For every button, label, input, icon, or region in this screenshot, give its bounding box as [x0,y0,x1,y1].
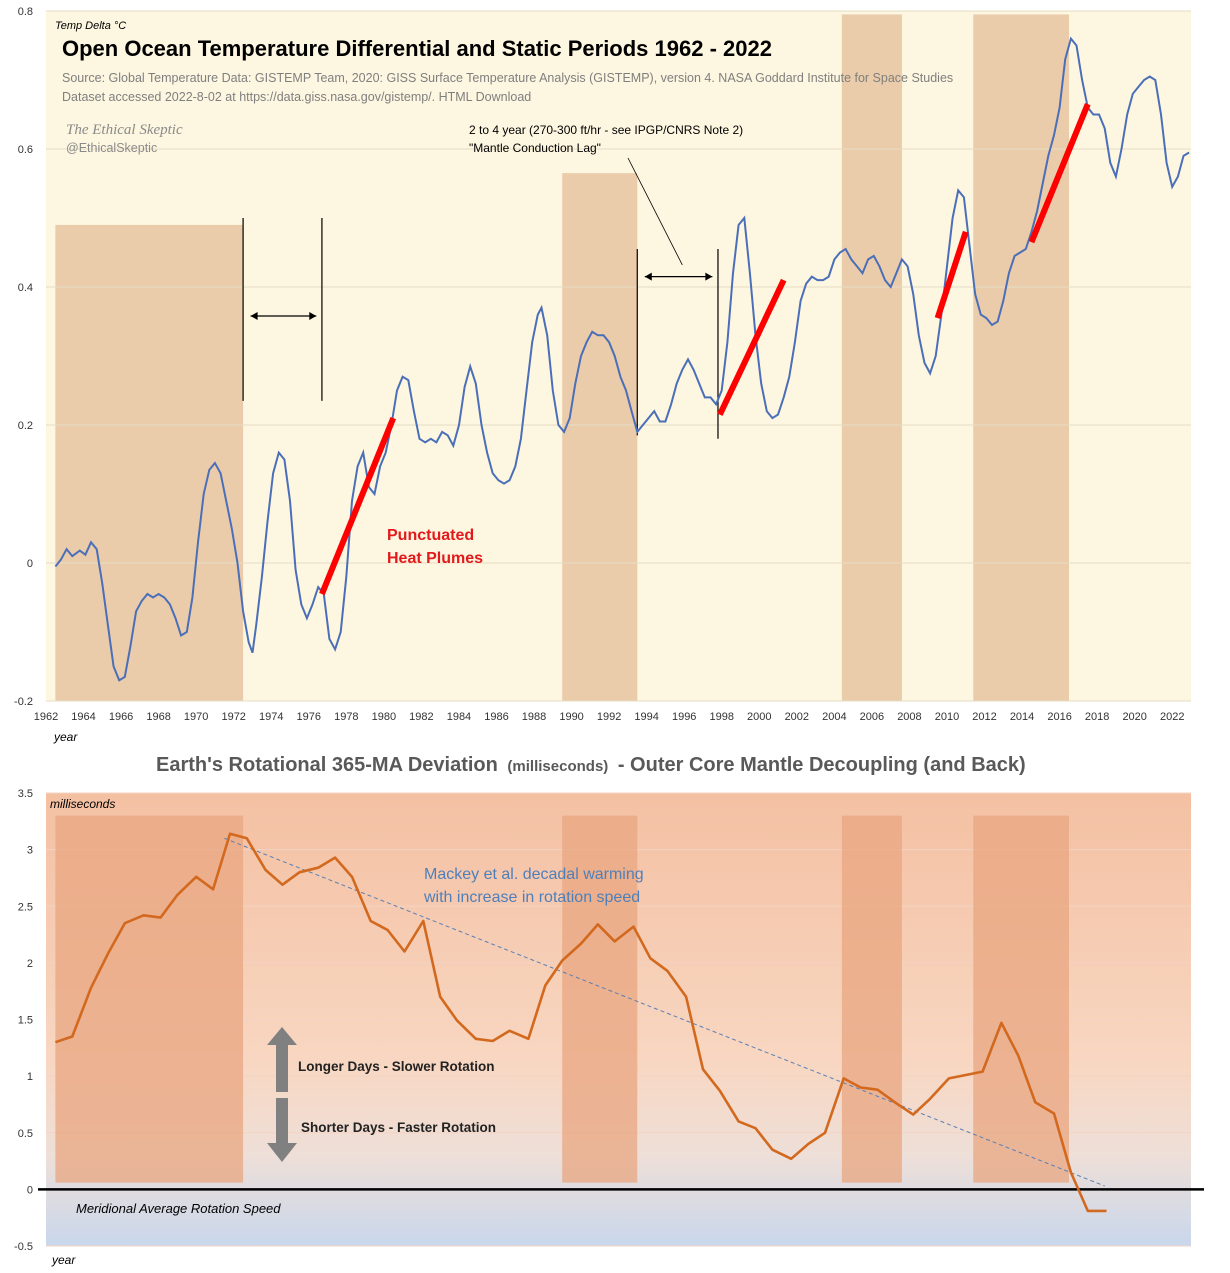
rotation-x-axis-label: year [51,1253,76,1267]
rotation-title-tail: - Outer Core Mantle Decoupling (and Back… [618,754,1026,776]
rotation-title-main: Earth's Rotational 365-MA Deviation [156,754,498,776]
y-tick-label: 0.2 [18,420,33,432]
y-tick-label: 0.4 [18,282,33,294]
decadal-trend-line [224,837,1105,1187]
x-tick-label: 1964 [71,711,95,723]
x-tick-label: 2000 [747,711,771,723]
x-tick-label: 2010 [935,711,959,723]
heat-plume-line [319,416,397,596]
y-tick-label: 1 [27,1071,33,1083]
x-tick-label: 2016 [1047,711,1071,723]
temperature-series-line [54,36,1190,682]
x-tick-label: 1970 [184,711,208,723]
y-tick-label: 0.5 [18,1128,33,1140]
rotation-chart: Earth's Rotational 365-MA Deviation (mil… [14,754,1204,1267]
rotation-y-ticks: -0.5 0 0.5 1 1.5 2 2.5 3 3.5 [14,788,33,1253]
brand-name: The Ethical Skeptic [66,122,183,138]
x-tick-label: 1988 [522,711,546,723]
temperature-y-axis-label: Temp Delta °C [55,20,126,32]
rotation-chart-title: Earth's Rotational 365-MA Deviation (mil… [156,754,1026,776]
x-tick-label: 2008 [897,711,921,723]
source-line-1: Source: Global Temperature Data: GISTEMP… [62,71,953,85]
x-tick-label: 1968 [146,711,170,723]
x-tick-label: 1984 [447,711,471,723]
x-tick-label: 2020 [1122,711,1146,723]
x-tick-label: 1994 [634,711,658,723]
lag-label-line-1: 2 to 4 year (270-300 ft/hr - see IPGP/CN… [469,123,743,137]
static-period-band [973,815,1069,1183]
x-tick-label: 2004 [822,711,846,723]
x-tick-label: 1986 [484,711,508,723]
static-period-band [841,815,902,1183]
heat-plume-label-2: Heat Plumes [387,550,483,567]
y-tick-label: 0.8 [18,6,33,18]
y-tick-label: 3 [27,845,33,857]
x-tick-label: 1980 [372,711,396,723]
heat-plume-label-1: Punctuated [387,527,474,544]
lag-label-line-2: "Mantle Conduction Lag" [469,141,601,155]
heat-plume-line [1028,103,1091,244]
temperature-y-ticks: -0.2 0 0.2 0.4 0.6 0.8 [14,6,33,708]
y-tick-label: 2 [27,958,33,970]
x-tick-label: 1978 [334,711,358,723]
trend-label-line-2: with increase in rotation speed [423,889,640,906]
static-period-band [562,815,638,1183]
rotation-title-units: (milliseconds) [507,758,608,775]
longer-days-label: Longer Days - Slower Rotation [298,1059,495,1074]
trend-label-line-1: Mackey et al. decadal warming [424,866,644,883]
shorter-days-label: Shorter Days - Faster Rotation [301,1120,496,1135]
x-tick-label: 1990 [559,711,583,723]
lag-callout-line [627,157,683,266]
rotation-series-line [54,832,1107,1213]
x-tick-label: 2012 [972,711,996,723]
x-tick-label: 1998 [709,711,733,723]
y-tick-label: -0.5 [14,1241,33,1253]
y-tick-label: 1.5 [18,1015,33,1027]
y-tick-label: 3.5 [18,788,33,800]
static-period-bands [55,14,1069,701]
x-tick-label: 1966 [109,711,133,723]
heat-plume-lines [319,103,1091,596]
y-tick-label: 0 [27,1184,33,1196]
y-tick-label: 0.6 [18,144,33,156]
static-period-band [841,14,902,701]
rotation-y-axis-label: milliseconds [50,797,115,811]
x-tick-label: 2014 [1010,711,1034,723]
x-tick-label: 1962 [34,711,58,723]
static-period-band [55,815,244,1183]
y-tick-label: -0.2 [14,696,33,708]
static-period-band [562,173,638,701]
temperature-x-axis-label: year [53,730,78,744]
x-tick-label: 2022 [1160,711,1184,723]
x-tick-label: 1974 [259,711,283,723]
static-period-band [55,224,244,701]
source-line-2: Dataset accessed 2022-8-02 at https://da… [62,90,531,104]
baseline-label: Meridional Average Rotation Speed [76,1201,281,1216]
up-arrow-icon [267,1027,297,1092]
temperature-chart: -0.200.20.40.60.8 1962 1964 1966 1968 1970 19… [14,6,1191,744]
temperature-chart-title: Open Ocean Temperature Differential and … [62,36,772,61]
static-period-band [973,14,1069,701]
x-tick-label: 1976 [297,711,321,723]
temperature-x-ticks: 1962 1964 1966 1968 1970 1972 1974 1976 1978 1980… [34,711,1185,723]
x-tick-label: 1982 [409,711,433,723]
x-tick-label: 2002 [785,711,809,723]
x-tick-label: 2006 [860,711,884,723]
arrowhead-icon [250,311,317,320]
lag-markers [242,218,719,439]
brand-handle: @EthicalSkeptic [66,141,157,155]
x-tick-label: 2018 [1085,711,1109,723]
x-tick-label: 1972 [221,711,245,723]
down-arrow-icon [267,1098,297,1162]
arrowhead-icon [644,272,713,281]
x-tick-label: 1996 [672,711,696,723]
heat-plume-line [717,278,787,416]
y-tick-label: 2.5 [18,901,33,913]
y-tick-label: 0 [27,558,33,570]
x-tick-label: 1992 [597,711,621,723]
heat-plume-line [934,230,969,319]
